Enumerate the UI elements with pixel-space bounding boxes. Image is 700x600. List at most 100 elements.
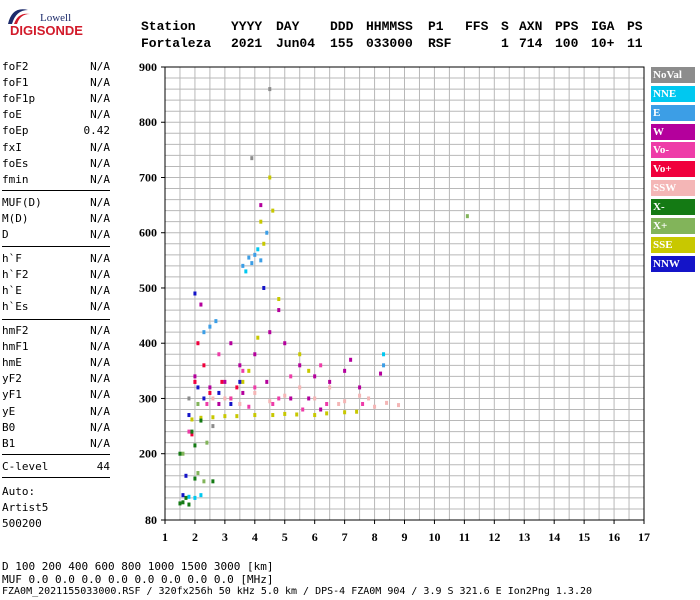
y-tick-label: 200 (139, 447, 157, 461)
data-point-sse (271, 413, 275, 418)
data-point-sse (211, 415, 215, 420)
data-point-ssw (343, 399, 347, 404)
param-row: M(D) N/A (2, 212, 110, 228)
data-point-sse (190, 417, 194, 422)
legend-item-w: W (651, 123, 695, 140)
param-separator (2, 319, 110, 320)
data-point-ssw (211, 396, 215, 401)
data-point-sse (223, 414, 227, 419)
data-point-noval (187, 396, 191, 401)
data-point-vo (277, 396, 281, 401)
data-point-vo (241, 368, 245, 373)
data-point-vo (205, 401, 209, 406)
data-point-x (199, 418, 203, 423)
data-point-ssw (223, 396, 227, 401)
data-point-nnw (217, 390, 221, 395)
data-point-w (298, 363, 302, 368)
param-value: N/A (90, 420, 110, 434)
data-point-sse (295, 412, 299, 417)
data-point-w (313, 374, 317, 379)
param-value: N/A (90, 404, 110, 418)
data-point-sse (256, 335, 260, 340)
header-value: 11 (627, 36, 643, 51)
data-point-vo (208, 390, 212, 395)
param-row: foE N/A (2, 108, 110, 124)
data-point-sse (325, 411, 329, 416)
param-separator (2, 246, 110, 247)
x-tick-label: 5 (282, 530, 288, 544)
legend-item-x: X+ (651, 217, 695, 234)
data-point-x (196, 471, 200, 476)
data-point-x (211, 479, 215, 484)
x-tick-label: 7 (342, 530, 348, 544)
param-value: N/A (90, 356, 110, 370)
param-name: hmF1 (2, 340, 29, 354)
data-point-nnw (184, 473, 188, 478)
data-point-ssw (283, 393, 287, 398)
data-point-w (229, 341, 233, 346)
y-tick-label: 900 (139, 60, 157, 74)
data-point-sse (268, 175, 272, 180)
x-tick-label: 4 (252, 530, 258, 544)
data-point-vo (325, 401, 329, 406)
x-tick-label: 11 (459, 530, 470, 544)
param-value: N/A (90, 372, 110, 386)
param-row: B0 N/A (2, 421, 110, 437)
data-point-sse (271, 208, 275, 213)
data-point-sse (355, 409, 359, 414)
x-tick-label: 8 (372, 530, 378, 544)
data-point-x (205, 440, 209, 445)
data-point-vo (301, 407, 305, 412)
param-separator (2, 190, 110, 191)
data-point-w (289, 396, 293, 401)
param-value: N/A (90, 156, 110, 170)
data-point-vo (289, 374, 293, 379)
legend-item-ssw: SSW (651, 180, 695, 197)
param-row: h`Es N/A (2, 300, 110, 316)
y-tick-label: 80 (145, 513, 157, 527)
x-tick-label: 17 (638, 530, 650, 544)
param-row: foF1 N/A (2, 76, 110, 92)
data-point-sse (259, 219, 263, 224)
param-name: fmin (2, 172, 29, 186)
param-name: B1 (2, 436, 16, 450)
param-row: hmF2 N/A (2, 324, 110, 340)
data-point-vo (319, 363, 323, 368)
data-point-ssw (367, 396, 371, 401)
data-point-e (241, 263, 245, 268)
param-value: N/A (90, 268, 110, 282)
header-label: DAY (276, 19, 300, 34)
param-value: N/A (90, 212, 110, 226)
param-name: yE (2, 404, 16, 418)
ionogram-chart: 1 2 3 4 5 6 7 8 9 10 11 12 13 14 15 16 17802003004005006… (139, 60, 650, 544)
data-point-ssw (358, 393, 362, 398)
logo-text-digisonde: DIGISONDE (10, 23, 83, 38)
data-point-x (193, 443, 197, 448)
data-point-vo (196, 341, 200, 346)
header-label: IGA (591, 19, 615, 34)
footer-muf-row: MUF 0.0 0.0 0.0 0.0 0.0 0.0 0.0 0.0 [MHz… (2, 573, 274, 586)
x-tick-label: 3 (222, 530, 228, 544)
param-row: fmin N/A (2, 173, 110, 189)
data-point-vo (253, 385, 257, 390)
data-point-w (343, 368, 347, 373)
data-point-e (253, 252, 257, 257)
auto-line: Auto: (2, 485, 36, 498)
data-point-nne (256, 247, 260, 252)
legend-item-vo: Vo- (651, 142, 695, 159)
data-point-nnw (238, 379, 242, 384)
param-name: h`E (2, 284, 22, 298)
header-value: 100 (555, 36, 579, 51)
x-tick-label: 9 (402, 530, 408, 544)
legend-item-vo: Vo+ (651, 161, 695, 178)
param-name: hmE (2, 356, 22, 370)
data-point-e (382, 363, 386, 368)
param-row: h`F2 N/A (2, 268, 110, 284)
data-point-w (265, 379, 269, 384)
header-label: DDD (330, 19, 354, 34)
param-value: N/A (90, 388, 110, 402)
x-tick-label: 12 (488, 530, 500, 544)
data-point-x (181, 451, 185, 456)
header-label: FFS (465, 19, 489, 34)
legend-item-noval: NoVal (651, 67, 695, 83)
